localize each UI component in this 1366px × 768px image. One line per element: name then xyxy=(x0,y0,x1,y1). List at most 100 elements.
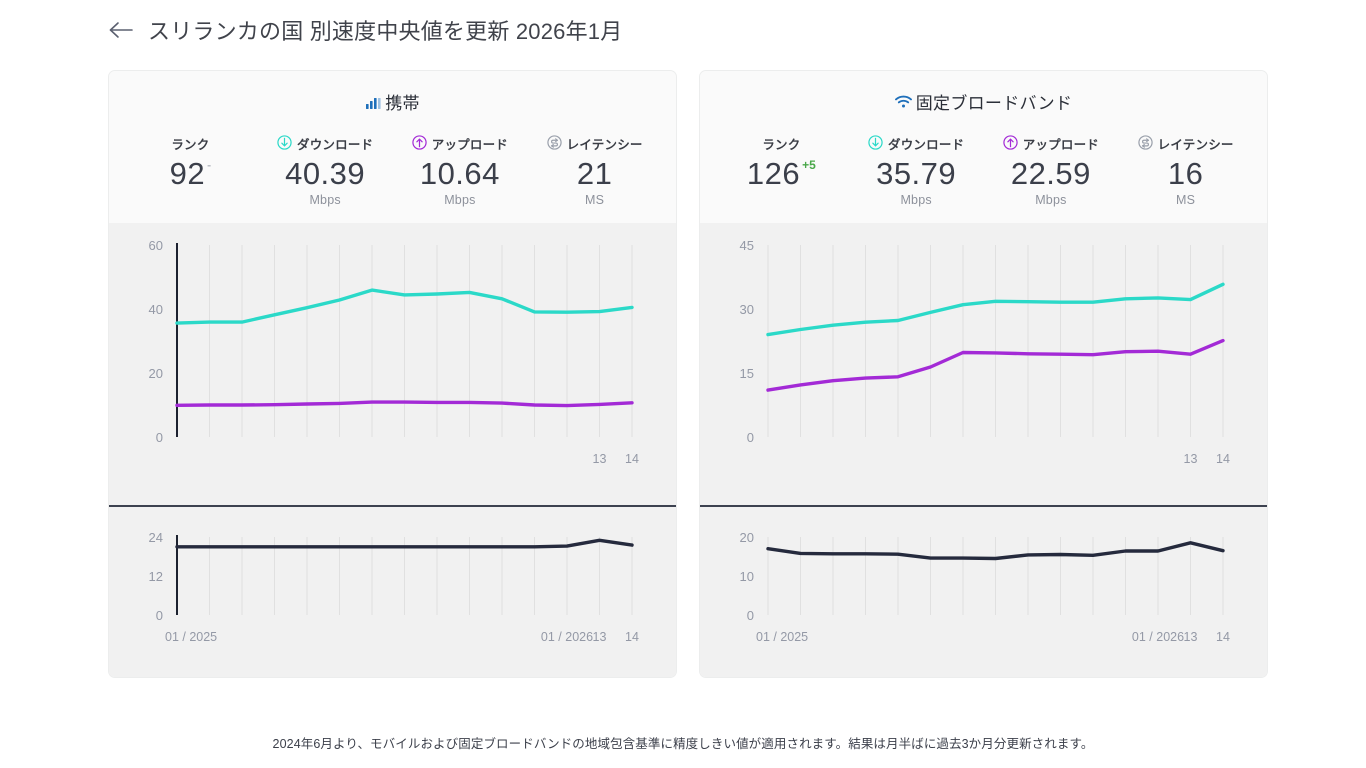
series-ダウンロード xyxy=(175,288,634,325)
metric-label-text: アップロード xyxy=(431,138,508,152)
svg-text:20: 20 xyxy=(149,366,163,381)
metric-label-row: ダウンロード xyxy=(849,134,984,153)
metric-value: 40.39 xyxy=(285,156,366,191)
svg-text:13: 13 xyxy=(1184,452,1198,466)
metric-label-row: ランク xyxy=(123,134,258,153)
svg-text:0: 0 xyxy=(156,430,163,445)
fixed-latency-svg: 0 10 20 01 / 2025 01 / 2026 13 14 xyxy=(740,530,1230,644)
page-header: スリランカの国 別速度中央値を更新 2026年1月 xyxy=(108,14,622,46)
svg-text:0: 0 xyxy=(156,608,163,623)
metric-value: 21 xyxy=(576,156,613,191)
metric-label-row: ランク xyxy=(714,134,849,153)
mobile-latency-svg: 0 12 24 01 / 2025 01 / 2026 13 14 xyxy=(149,530,639,644)
series-レイテンシー xyxy=(175,538,634,549)
latency-chart-mobile[interactable]: 0 12 24 01 / 2025 01 / 2026 13 14 xyxy=(109,504,676,677)
rank-delta-badge: +5 xyxy=(802,158,816,172)
page-title: スリランカの国 別速度中央値を更新 2026年1月 xyxy=(148,19,623,44)
metric-value-row: 92- xyxy=(123,156,258,192)
metric-value: 35.79 xyxy=(876,156,957,191)
latency-icon xyxy=(546,134,562,153)
svg-text:01 / 2025: 01 / 2025 xyxy=(756,630,808,644)
svg-text:13: 13 xyxy=(1184,630,1198,644)
metric-label-row: アップロード xyxy=(393,134,528,153)
metric-label-row: アップロード xyxy=(984,134,1119,153)
metric-unit: MS xyxy=(585,192,605,207)
svg-text:30: 30 xyxy=(740,302,754,317)
svg-text:20: 20 xyxy=(740,530,754,545)
card-header: 固定ブロードバンド ランク 126 +5 ダウンロード xyxy=(700,71,1267,223)
upload-icon xyxy=(1003,134,1018,153)
metric-label-row: レイテンシー xyxy=(527,134,662,153)
metric-value: 10.64 xyxy=(419,156,500,191)
svg-text:60: 60 xyxy=(149,238,163,253)
metric-value-row: 21 xyxy=(527,156,662,192)
metric-value: 22.59 xyxy=(1010,156,1091,191)
metric-label-row: レイテンシー xyxy=(1118,134,1253,153)
svg-text:13: 13 xyxy=(593,630,607,644)
fixed-speed-svg: 0 15 30 45 13 14 xyxy=(740,238,1230,466)
metric-value-row: 16 xyxy=(1118,156,1253,192)
metric-value: 16 xyxy=(1167,156,1204,191)
country-card-fixed-broadband: 固定ブロードバンド ランク 126 +5 ダウンロード xyxy=(699,70,1268,678)
latency-chart-fixed-broadband[interactable]: 0 10 20 01 / 2025 01 / 2026 13 14 xyxy=(700,504,1267,677)
arrow-left-icon[interactable] xyxy=(108,17,134,43)
footnote: 2024年6月より、モバイルおよび固定ブロードバンドの地域包含基準に精度しきい値… xyxy=(272,737,1094,751)
svg-text:0: 0 xyxy=(747,608,754,623)
metric-unit: Mbps xyxy=(309,192,341,207)
metric-value-row: 126 +5 xyxy=(714,156,849,192)
series-アップロード xyxy=(766,338,1225,392)
metric-ランク: ランク 126 +5 xyxy=(714,134,849,207)
metric-label-text: ダウンロード xyxy=(297,138,374,152)
speed-chart-mobile[interactable]: 0 20 40 60 13 14 xyxy=(109,222,676,505)
metric-label-text: レイテンシー xyxy=(566,138,643,152)
svg-text:40: 40 xyxy=(149,302,163,317)
metric-label-row: ダウンロード xyxy=(258,134,393,153)
series-ダウンロード xyxy=(766,282,1225,337)
mobile-speed-svg: 0 20 40 60 13 14 xyxy=(149,238,639,466)
metric-レイテンシー: レイテンシー 21 MS xyxy=(527,134,662,207)
svg-text:14: 14 xyxy=(1216,452,1230,466)
metric-value-row: 22.59 xyxy=(984,156,1119,192)
svg-text:15: 15 xyxy=(740,366,754,381)
svg-text:0: 0 xyxy=(747,430,754,445)
metric-value-row: 35.79 xyxy=(849,156,984,192)
svg-text:12: 12 xyxy=(149,569,163,584)
metric-value-row: 10.64 xyxy=(393,156,528,192)
download-icon xyxy=(868,134,883,153)
svg-text:10: 10 xyxy=(740,569,754,584)
metrics-row: ランク 92- ダウンロード 40.39 Mbps xyxy=(109,134,676,207)
svg-text:01 / 2025: 01 / 2025 xyxy=(165,630,217,644)
download-icon xyxy=(277,134,292,153)
speed-chart-fixed-broadband[interactable]: 0 15 30 45 13 14 xyxy=(700,222,1267,505)
metric-unit: Mbps xyxy=(444,192,476,207)
svg-text:24: 24 xyxy=(149,530,163,545)
series-レイテンシー xyxy=(766,540,1225,560)
country-card-mobile: 携帯 ランク 92- ダウンロード 40.39 xyxy=(108,70,677,678)
rank-delta-badge: - xyxy=(207,158,212,172)
upload-icon xyxy=(412,134,427,153)
metric-label-text: ダウンロード xyxy=(888,138,965,152)
metric-ダウンロード: ダウンロード 35.79 Mbps xyxy=(849,134,984,207)
svg-text:45: 45 xyxy=(740,238,754,253)
metric-ランク: ランク 92- xyxy=(123,134,258,207)
metric-value-row: 40.39 xyxy=(258,156,393,192)
metric-value: 126 xyxy=(746,156,801,191)
card-title: 固定ブロードバンド xyxy=(700,89,1267,114)
metric-label-text: ランク xyxy=(762,138,801,152)
svg-text:14: 14 xyxy=(1216,630,1230,644)
metric-label-text: ランク xyxy=(171,138,210,152)
latency-icon xyxy=(1137,134,1153,153)
card-title: 携帯 xyxy=(109,89,676,114)
metric-ダウンロード: ダウンロード 40.39 Mbps xyxy=(258,134,393,207)
metric-label-text: レイテンシー xyxy=(1157,138,1234,152)
metric-アップロード: アップロード 22.59 Mbps xyxy=(984,134,1119,207)
wifi-icon xyxy=(894,94,912,110)
series-アップロード xyxy=(175,400,634,408)
svg-text:13: 13 xyxy=(593,452,607,466)
card-header: 携帯 ランク 92- ダウンロード 40.39 xyxy=(109,71,676,223)
svg-text:14: 14 xyxy=(625,630,639,644)
card-title-text: 固定ブロードバンド xyxy=(915,94,1073,113)
card-title-text: 携帯 xyxy=(385,94,420,113)
signal-bars-icon xyxy=(365,94,381,110)
